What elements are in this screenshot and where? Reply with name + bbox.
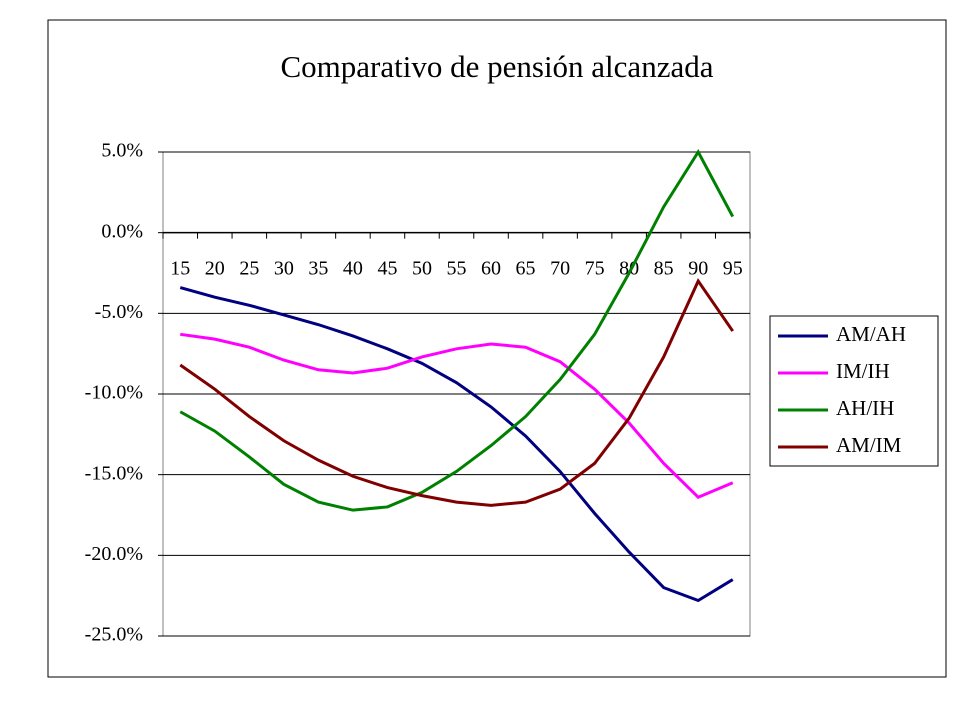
chart-title: Comparativo de pensión alcanzada [281, 49, 714, 84]
x-tick-label: 60 [481, 257, 501, 279]
x-tick-label: 85 [654, 257, 674, 279]
legend-label: AM/AH [836, 322, 906, 346]
series-line [179, 278, 734, 507]
y-tick-label: -15.0% [85, 462, 143, 484]
x-tick-label: 25 [239, 257, 259, 279]
x-tick-label: 75 [585, 257, 605, 279]
x-tick-label: 40 [343, 257, 363, 279]
x-tick-label: 70 [550, 257, 570, 279]
y-tick-label: -5.0% [95, 301, 143, 323]
x-tick-label: 50 [412, 257, 432, 279]
x-tick-label: 55 [447, 257, 467, 279]
series-line [180, 332, 734, 500]
x-tick-label: 15 [170, 257, 190, 279]
x-tick-label: 90 [688, 257, 708, 279]
y-tick-label: -25.0% [85, 624, 143, 646]
x-tick-label: 30 [274, 257, 294, 279]
x-tick-label: 35 [308, 257, 328, 279]
legend-box [769, 315, 939, 467]
y-tick-label: 0.0% [101, 220, 143, 242]
series-line [179, 286, 734, 603]
y-tick-label: 5.0% [101, 140, 143, 162]
x-tick-label: 20 [205, 257, 225, 279]
legend-label: AM/IM [836, 433, 902, 457]
series-line [179, 149, 735, 512]
legend-label: IM/IH [836, 359, 890, 383]
x-tick-label: 45 [377, 257, 397, 279]
x-tick-label: 95 [723, 257, 743, 279]
x-tick-label: 65 [516, 257, 536, 279]
y-tick-label: -20.0% [85, 543, 143, 565]
legend-label: AH/IH [836, 396, 894, 420]
y-tick-label: -10.0% [85, 382, 143, 404]
